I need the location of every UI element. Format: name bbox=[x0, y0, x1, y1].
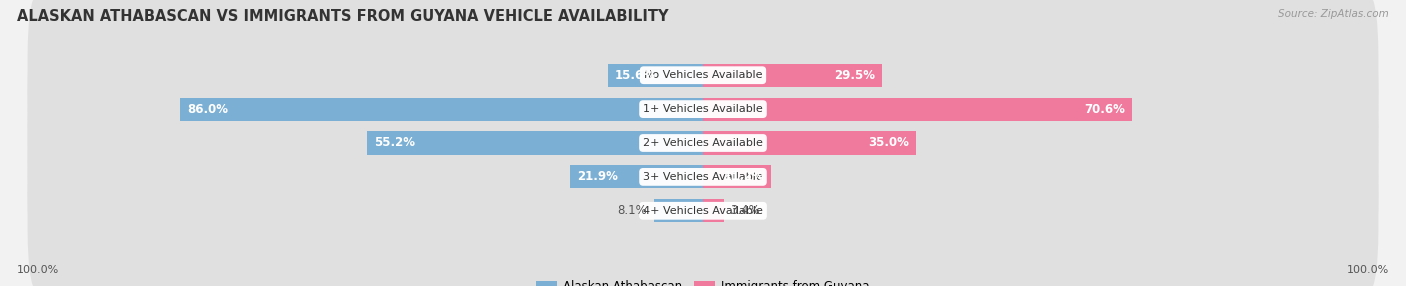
Text: 55.2%: 55.2% bbox=[374, 136, 415, 150]
Text: 4+ Vehicles Available: 4+ Vehicles Available bbox=[643, 206, 763, 216]
Bar bbox=[703, 165, 770, 188]
Text: 3.4%: 3.4% bbox=[731, 204, 761, 217]
FancyBboxPatch shape bbox=[28, 0, 1378, 160]
Text: ALASKAN ATHABASCAN VS IMMIGRANTS FROM GUYANA VEHICLE AVAILABILITY: ALASKAN ATHABASCAN VS IMMIGRANTS FROM GU… bbox=[17, 9, 668, 23]
Bar bbox=[609, 64, 703, 87]
Legend: Alaskan Athabascan, Immigrants from Guyana: Alaskan Athabascan, Immigrants from Guya… bbox=[531, 276, 875, 286]
Text: 70.6%: 70.6% bbox=[1084, 103, 1125, 116]
Bar bbox=[703, 132, 915, 154]
Text: 3+ Vehicles Available: 3+ Vehicles Available bbox=[643, 172, 763, 182]
Text: 1+ Vehicles Available: 1+ Vehicles Available bbox=[643, 104, 763, 114]
Text: 2+ Vehicles Available: 2+ Vehicles Available bbox=[643, 138, 763, 148]
FancyBboxPatch shape bbox=[28, 24, 1378, 194]
Bar bbox=[703, 199, 724, 222]
Bar bbox=[367, 132, 703, 154]
Text: 100.0%: 100.0% bbox=[1347, 265, 1389, 275]
Text: 35.0%: 35.0% bbox=[868, 136, 910, 150]
Text: 8.1%: 8.1% bbox=[617, 204, 647, 217]
FancyBboxPatch shape bbox=[28, 92, 1378, 262]
Text: No Vehicles Available: No Vehicles Available bbox=[644, 70, 762, 80]
Text: 11.2%: 11.2% bbox=[724, 170, 765, 183]
Text: 100.0%: 100.0% bbox=[17, 265, 59, 275]
Bar bbox=[180, 98, 703, 121]
Text: 29.5%: 29.5% bbox=[835, 69, 876, 82]
Text: Source: ZipAtlas.com: Source: ZipAtlas.com bbox=[1278, 9, 1389, 19]
Bar bbox=[654, 199, 703, 222]
Bar bbox=[703, 64, 883, 87]
Text: 86.0%: 86.0% bbox=[187, 103, 228, 116]
Text: 21.9%: 21.9% bbox=[576, 170, 617, 183]
FancyBboxPatch shape bbox=[28, 126, 1378, 286]
Bar bbox=[569, 165, 703, 188]
FancyBboxPatch shape bbox=[28, 58, 1378, 228]
Text: 15.6%: 15.6% bbox=[614, 69, 657, 82]
Bar bbox=[703, 98, 1132, 121]
